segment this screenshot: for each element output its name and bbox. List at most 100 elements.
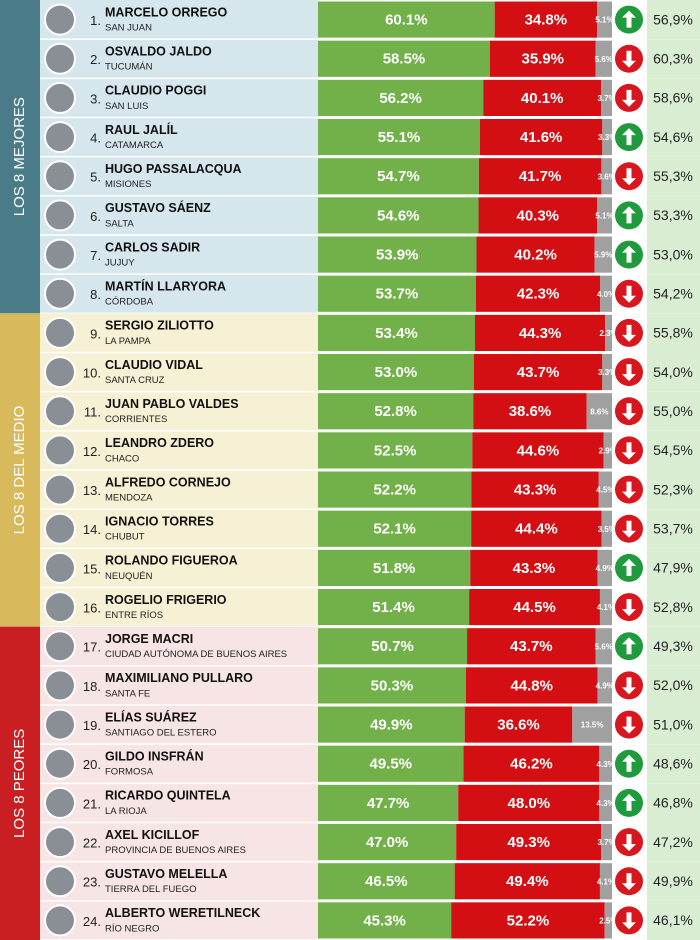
previous-value: 51,0% [653,716,693,732]
rank: 19. [83,718,101,733]
province: CHUBUT [105,532,145,543]
bar-segment [318,79,484,116]
trend-arrow [622,245,636,263]
photo [44,826,76,859]
trend-arrow [622,912,636,930]
province: MISIONES [105,179,151,190]
photo [44,786,76,819]
photo [44,42,76,75]
province: PROVINCIA DE BUENOS AIRES [105,845,246,856]
province: JUJUY [105,258,135,269]
bar-segment [479,119,603,156]
previous-bg [647,313,700,353]
bar-label: 3.3% [598,133,616,142]
governor-name: MAXIMILIANO PULLARO [105,671,253,685]
rank: 4. [90,131,101,146]
photo [44,708,76,741]
previous-value: 54,6% [653,129,693,145]
rank: 8. [90,287,101,302]
previous-value: 55,0% [653,403,693,419]
province: CORRIENTES [105,414,167,425]
rank: 11. [84,405,101,420]
bar-label: 45.3% [363,912,406,929]
bar-segment [465,667,598,704]
governor-name: GILDO INSFRÁN [105,748,204,763]
trend-arrow [622,324,636,342]
bar-segment [598,471,612,508]
rank: 16. [83,601,101,616]
trend-arrow [622,481,636,499]
bar-label: 50.3% [371,677,414,694]
governor-name: ROGELIO FRIGERIO [105,593,227,607]
group-band [0,626,40,940]
bar-label: 43.7% [517,364,560,381]
previous-value: 53,3% [653,207,693,223]
bar-label: 58.5% [383,51,426,68]
rank: 12. [83,444,101,459]
bar-segment [318,589,470,626]
bar-segment [472,432,604,469]
bar-label: 40.2% [514,247,557,264]
previous-bg [647,274,700,314]
bar-segment [469,589,600,626]
bar-segment [599,589,612,626]
previous-value: 55,3% [653,168,693,184]
photo [44,3,76,36]
previous-value: 53,7% [653,520,693,536]
province: RÍO NEGRO [105,923,159,934]
bar-segment [318,236,477,273]
governor-name: OSVALDO JALDO [105,44,212,58]
previous-bg [647,665,700,705]
bar-segment [599,745,612,782]
bar-segment [318,667,466,704]
bar-label: 5.1% [595,212,613,221]
bar-label: 5.1% [595,16,613,25]
province: CÓRDOBA [105,297,154,308]
rank: 10. [83,366,101,381]
bar-label: 4.3% [597,760,615,769]
bar-label: 44.3% [519,325,562,342]
bar-label: 48.0% [508,795,551,812]
province: CHACO [105,453,139,464]
bar-segment [601,79,612,116]
province: TIERRA DEL FUEGO [105,884,197,895]
bar-label: 4.5% [596,486,614,495]
bar-label: 4.0% [597,290,615,299]
bar-label: 55.1% [378,129,421,146]
bar-label: 53.9% [376,247,419,264]
bar-label: 3.7% [597,94,615,103]
bar-segment [599,863,612,900]
province: SANTIAGO DEL ESTERO [105,728,217,739]
bar-label: 52.2% [507,912,550,929]
governor-name: CARLOS SADIR [105,240,200,254]
trend-arrow [622,128,636,146]
photo [44,551,76,584]
trend-arrow [622,716,636,734]
bar-segment [602,354,612,391]
bar-label: 40.3% [516,207,559,224]
photo [44,473,76,506]
bar-label: 44.8% [510,677,553,694]
bar-segment [318,471,472,508]
trend-arrow [622,442,636,460]
governor-name: JUAN PABLO VALDES [105,397,239,411]
governor-name: ALFREDO CORNEJO [105,475,231,489]
previous-bg [647,391,700,431]
bar-segment [474,314,606,351]
previous-value: 49,9% [653,873,693,889]
governor-name: RAUL JALÍL [105,122,178,137]
bar-segment [597,197,612,234]
bar-label: 4.1% [597,603,615,612]
bar-label: 60.1% [385,12,428,29]
bar-label: 5.9% [594,251,612,260]
bar-label: 2.9% [599,447,617,456]
province: ENTRE RÍOS [105,610,163,621]
bar-label: 13.5% [581,721,604,730]
province: NEUQUÉN [105,571,153,582]
bar-segment [318,393,474,430]
province: SANTA CRUZ [105,375,165,386]
trend-arrow [622,599,636,617]
previous-bg [647,235,700,275]
bar-segment [318,863,455,900]
